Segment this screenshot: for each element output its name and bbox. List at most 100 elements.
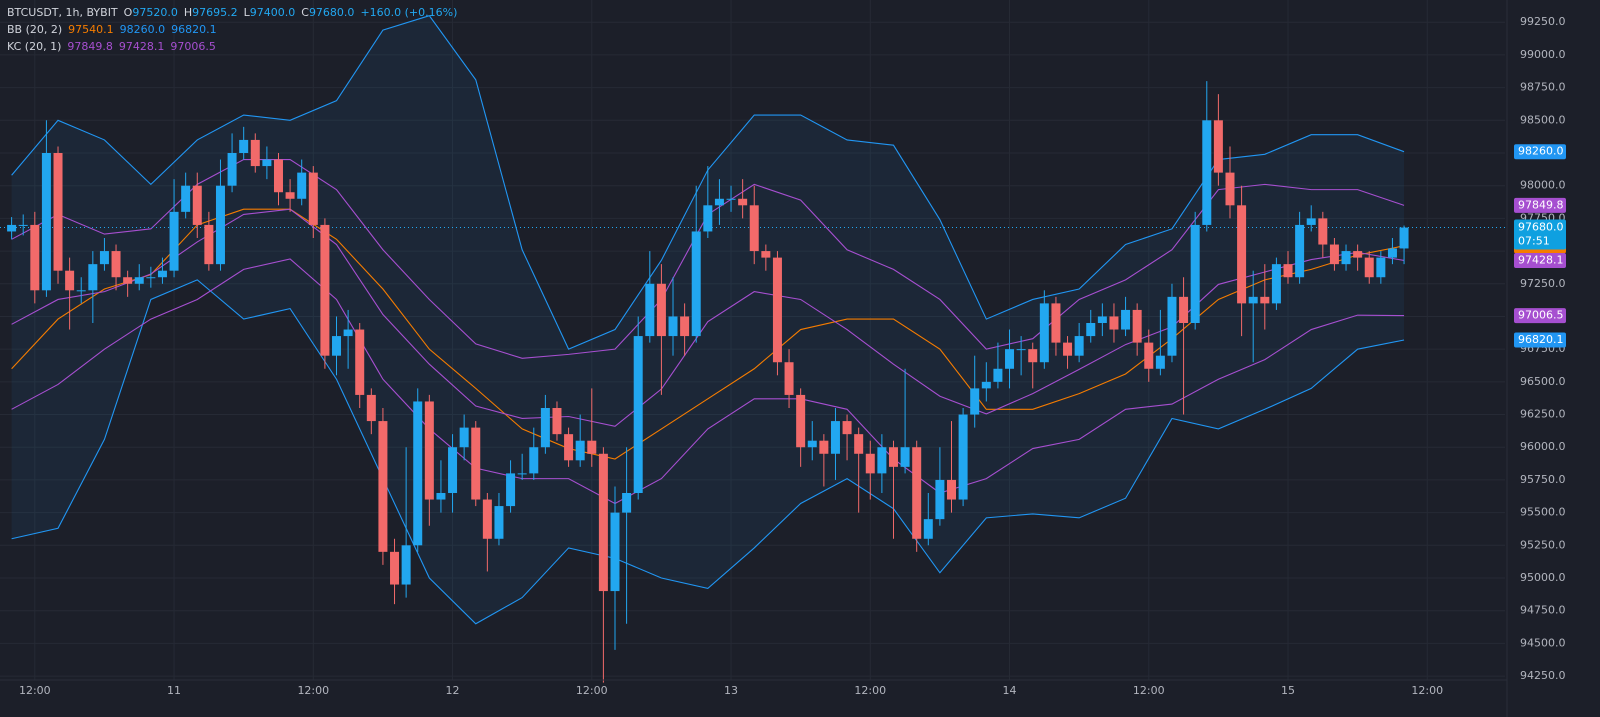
legend-row: BB (20, 2) 97540.1 98260.0 96820.1 [7, 21, 457, 38]
candle-body [1097, 316, 1107, 323]
candle-body [819, 440, 829, 454]
price-tag [1514, 308, 1566, 324]
candle-body [830, 421, 840, 454]
x-tick-label: 12:00 [576, 684, 608, 697]
ohlc-label: L [243, 6, 250, 19]
candle-body [401, 545, 411, 585]
candle-body [436, 493, 446, 500]
candle-body [610, 512, 620, 592]
y-tick-label: 98750.0 [1520, 81, 1566, 94]
legend-row: BTCUSDT, 1h, BYBIT O 97520.0 H 97695.2 L 97400… [7, 4, 457, 21]
candle-body [1248, 296, 1258, 304]
candle-body [749, 205, 759, 252]
candle-body [355, 329, 365, 395]
candle-body [1016, 349, 1026, 351]
candle-body [888, 447, 898, 467]
candle-body [1005, 349, 1015, 369]
candle-body [796, 394, 806, 448]
candle-body [1399, 227, 1409, 249]
price-tag-label: 97006.5 [1518, 309, 1564, 322]
candle-body [656, 283, 666, 337]
candle-body [448, 447, 458, 493]
candle-body [111, 251, 121, 278]
candle-body [1155, 355, 1165, 369]
x-tick-label: 15 [1281, 684, 1295, 697]
candle-body [181, 185, 191, 212]
candle-body [772, 257, 782, 363]
candle-body [1225, 172, 1235, 206]
indicator-value: 97540.1 [68, 23, 114, 36]
candle-body [273, 159, 283, 193]
legend: BTCUSDT, 1h, BYBIT O 97520.0 H 97695.2 L 97400… [7, 4, 457, 55]
candle-body [970, 388, 980, 415]
candle-body [1144, 342, 1154, 369]
candle-body [645, 283, 655, 337]
candle-body [459, 427, 469, 448]
symbol: BTCUSDT, 1h, BYBIT [7, 6, 118, 19]
candle-body [1387, 248, 1397, 258]
price-tag [1514, 332, 1566, 348]
price-tag-label: 96820.1 [1518, 333, 1564, 346]
candle-body [41, 153, 51, 291]
candle-body [250, 139, 260, 167]
candle-body [1121, 309, 1131, 330]
price-tag [1514, 144, 1566, 160]
candle-body [134, 277, 144, 284]
legend-row: KC (20, 1) 97849.8 97428.1 97006.5 [7, 38, 457, 55]
candle-body [297, 172, 307, 199]
price-tag-label: 97428.1 [1518, 253, 1564, 266]
candle-body [204, 224, 214, 265]
candle-body [227, 153, 237, 186]
candle-body [1179, 296, 1189, 323]
x-tick-label: 11 [167, 684, 181, 697]
candle-body [413, 401, 423, 546]
candle-body [169, 211, 179, 271]
candle-body [1237, 205, 1247, 304]
y-tick-label: 99250.0 [1520, 15, 1566, 28]
candle-body [366, 394, 376, 422]
candle-body [215, 185, 225, 265]
candle-body [622, 493, 632, 513]
y-tick-label: 94750.0 [1520, 604, 1566, 617]
countdown: 07:51 [1518, 235, 1550, 248]
ohlc-value: 97520.0 [132, 6, 178, 19]
ohlc-value: 97695.2 [192, 6, 238, 19]
candle-body [482, 499, 492, 539]
candle-body [308, 172, 318, 225]
y-tick-label: 98000.0 [1520, 179, 1566, 192]
candle-body [1063, 342, 1073, 356]
candle-body [923, 519, 933, 539]
ohlc-value: 97680.0 [308, 6, 355, 19]
candle-body [1306, 218, 1316, 225]
candle-body [99, 251, 109, 265]
candle-body [900, 447, 910, 467]
candle-body [854, 434, 864, 454]
y-tick-label: 97250.0 [1520, 277, 1566, 290]
candle-body [703, 205, 713, 232]
candle-body [633, 336, 643, 493]
candle-body [877, 447, 887, 474]
candle-body [320, 224, 330, 356]
candle-body [494, 506, 504, 539]
candle-body [262, 159, 272, 167]
candle-body [529, 447, 539, 474]
candle-body [598, 453, 608, 592]
candle-body [1341, 251, 1351, 265]
indicator-name: BB (20, 2) [7, 23, 63, 36]
indicator-value: 97428.1 [118, 40, 165, 53]
candle-body [680, 316, 690, 337]
ohlc-label: C [301, 6, 309, 19]
change: +160.0 (+0.16%) [360, 6, 458, 19]
candle-body [157, 270, 167, 278]
y-tick-label: 95000.0 [1520, 571, 1566, 584]
candle-body [123, 277, 133, 284]
candle-body [912, 447, 922, 539]
candle-body [239, 139, 249, 153]
candle-body [471, 427, 481, 500]
x-tick-label: 12:00 [19, 684, 51, 697]
candle-body [30, 224, 40, 291]
y-tick-label: 96000.0 [1520, 440, 1566, 453]
y-tick-label: 95250.0 [1520, 538, 1566, 551]
